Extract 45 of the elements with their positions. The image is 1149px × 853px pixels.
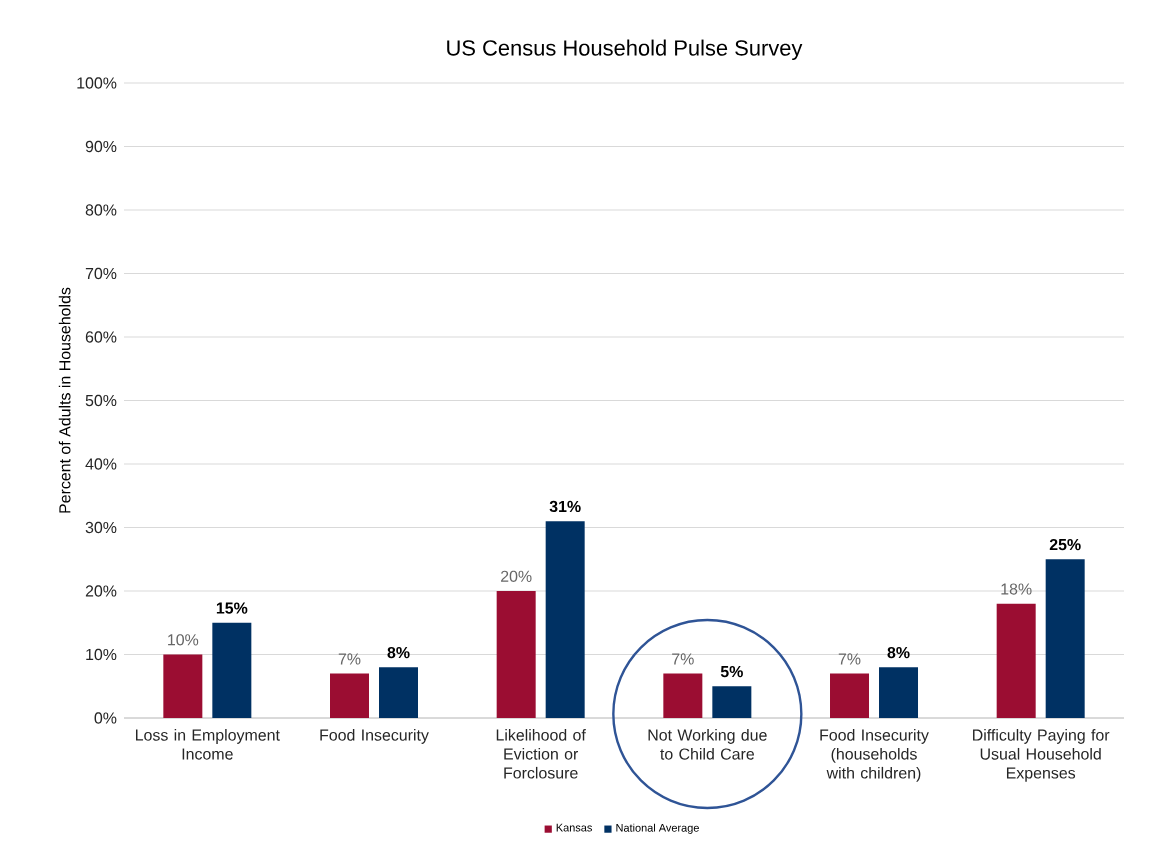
chart-title: US Census Household Pulse Survey bbox=[447, 39, 803, 60]
x-tick-label: Likelihood of Eviction or Forclosure bbox=[496, 729, 586, 779]
x-tick-label: Food Insecurity (households with children) bbox=[820, 729, 929, 782]
legend-label: National Average bbox=[616, 823, 699, 834]
data-label: 8% bbox=[387, 646, 410, 659]
y-tick-label: 50% bbox=[85, 394, 117, 407]
y-tick-label: 0% bbox=[94, 712, 117, 724]
bar bbox=[212, 622, 252, 718]
data-label: 7% bbox=[838, 653, 861, 665]
data-label: 31% bbox=[549, 500, 581, 513]
x-tick-label: Loss in Employment Income bbox=[136, 729, 280, 760]
data-label: 5% bbox=[720, 665, 743, 678]
bar bbox=[379, 667, 418, 718]
y-tick-label: 40% bbox=[85, 458, 117, 470]
data-label: 8% bbox=[887, 646, 910, 659]
bar bbox=[663, 673, 703, 718]
bar bbox=[545, 521, 585, 718]
x-tick-label: Not Working due to Child Care bbox=[648, 729, 767, 760]
data-label: 10% bbox=[168, 634, 199, 646]
data-label: 18% bbox=[1001, 583, 1032, 595]
bar bbox=[496, 591, 536, 718]
y-tick-label: 90% bbox=[85, 140, 117, 153]
bar bbox=[830, 673, 870, 718]
data-label: 7% bbox=[338, 653, 361, 665]
y-tick-label: 20% bbox=[85, 585, 117, 597]
bar bbox=[712, 686, 752, 718]
x-tick-label: Difficulty Paying for Usual Household Expenses bbox=[973, 729, 1110, 782]
y-tick-label: 100% bbox=[77, 77, 117, 89]
data-label: 20% bbox=[501, 570, 532, 582]
x-tick-label: Food Insecurity bbox=[320, 729, 429, 744]
y-axis-title: Percent of Adults in Households bbox=[58, 287, 71, 513]
bar bbox=[879, 667, 919, 718]
y-tick-label: 70% bbox=[85, 267, 117, 280]
y-tick-label: 60% bbox=[85, 331, 117, 343]
bar bbox=[163, 654, 203, 718]
bar bbox=[1045, 559, 1085, 718]
bar bbox=[996, 603, 1036, 718]
data-label: 25% bbox=[1049, 538, 1081, 551]
data-label: 15% bbox=[216, 602, 248, 614]
y-tick-label: 80% bbox=[85, 204, 117, 216]
data-label: 7% bbox=[672, 653, 694, 665]
legend-label: Kansas bbox=[556, 823, 592, 832]
bar bbox=[330, 673, 369, 718]
y-tick-label: 10% bbox=[86, 648, 117, 661]
y-tick-label: 30% bbox=[85, 521, 117, 534]
